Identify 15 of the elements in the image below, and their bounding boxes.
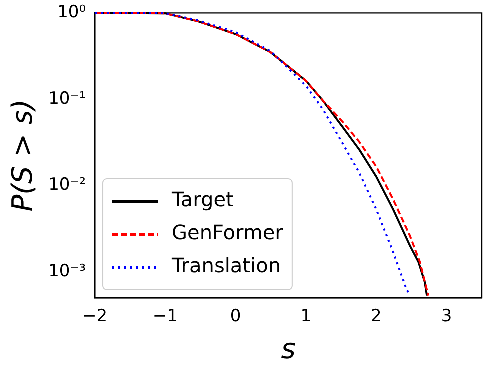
legend-label: Translation — [171, 254, 282, 278]
legend-label: Target — [171, 188, 234, 212]
x-tick-label: −2 — [82, 306, 108, 327]
legend-label: GenFormer — [172, 220, 284, 245]
x-tick-label: −1 — [152, 306, 178, 327]
x-tick-label: 3 — [441, 306, 452, 327]
y-tick-label: 10⁰ — [58, 2, 86, 23]
y-tick-label: 10⁻² — [48, 175, 86, 196]
y-tick-label: 10⁻¹ — [48, 88, 86, 109]
y-axis-title: P(S > s) — [6, 99, 40, 212]
x-tick-label: 0 — [230, 306, 242, 327]
x-axis-title: s — [281, 332, 296, 366]
x-tick-label: 2 — [371, 306, 382, 327]
y-tick-label: 10⁻³ — [48, 261, 86, 282]
x-tick-label: 1 — [300, 306, 312, 327]
